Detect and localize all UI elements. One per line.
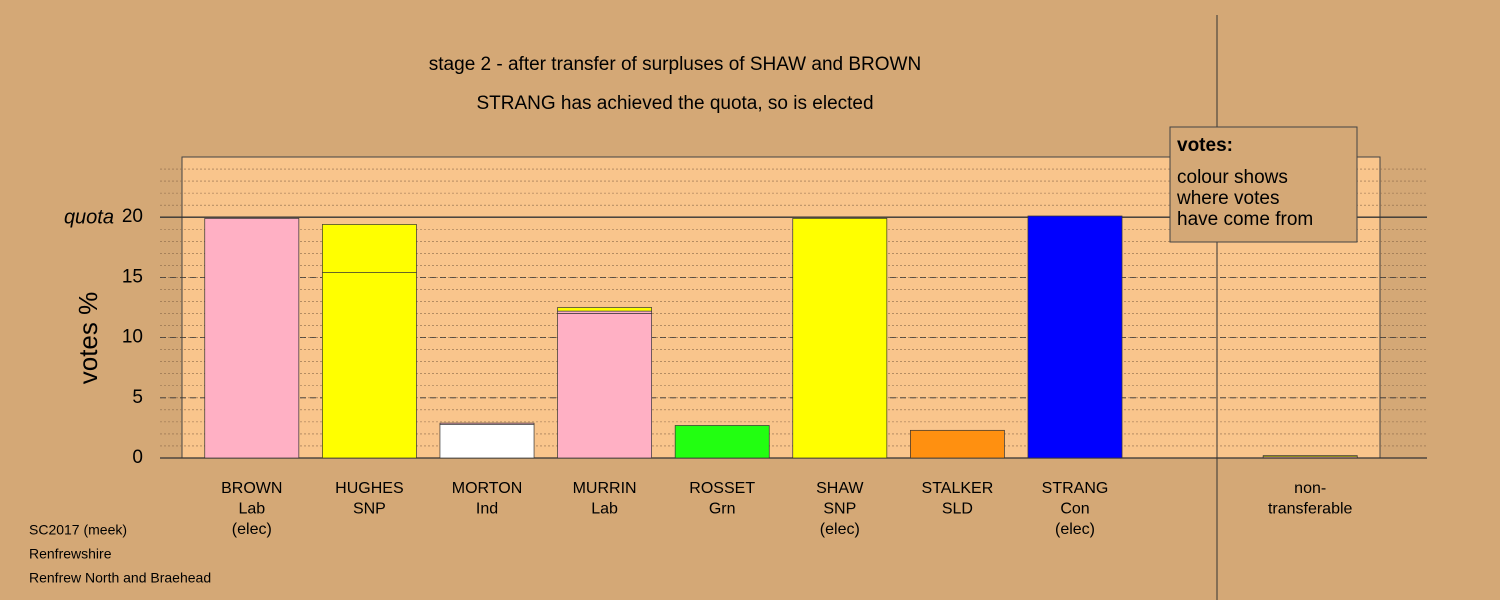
legend-text: colour shows — [1177, 167, 1288, 188]
y-tick-label: 0 — [132, 447, 143, 468]
x-tick-label: BROWN — [221, 480, 282, 497]
y-axis-label: votes % — [73, 292, 103, 385]
x-tick-label: (elec) — [820, 521, 860, 538]
x-tick-label: ROSSET — [689, 480, 755, 497]
x-tick-label: Grn — [709, 501, 736, 518]
bar-segment — [439, 423, 535, 459]
bar-segment — [439, 422, 535, 425]
bar-segment — [674, 425, 770, 459]
x-tick-label: non- — [1294, 480, 1326, 497]
quota-label: quota — [64, 206, 114, 228]
x-tick-label: SLD — [942, 501, 973, 518]
footer: SC2017 (meek) — [29, 522, 127, 538]
legend-text: where votes — [1176, 188, 1279, 209]
y-tick-label: 5 — [132, 387, 143, 408]
bar-segment — [557, 313, 652, 459]
x-tick-label: STRANG — [1042, 480, 1109, 497]
bar-segment — [557, 307, 652, 312]
x-tick-label: MURRIN — [573, 480, 637, 497]
bar-segment — [910, 429, 1005, 459]
x-tick-label: (elec) — [232, 521, 272, 538]
x-tick-label: SHAW — [816, 480, 864, 497]
footer: Renfrew North and Braehead — [29, 570, 211, 586]
bar-segment — [792, 218, 888, 459]
bar-segment — [1262, 455, 1358, 458]
legend-title: votes: — [1177, 135, 1233, 156]
x-tick-label: Ind — [476, 501, 498, 518]
bar-segment — [322, 272, 417, 459]
y-tick-label: 10 — [122, 327, 143, 348]
x-tick-label: Con — [1060, 501, 1089, 518]
bar-segment — [204, 218, 300, 459]
bar-segment — [1027, 215, 1123, 459]
y-tick-label: 20 — [122, 206, 143, 227]
footer: Renfrewshire — [29, 546, 112, 562]
x-tick-label: SNP — [353, 501, 386, 518]
bar-segment — [322, 224, 417, 273]
x-tick-label: MORTON — [452, 480, 523, 497]
x-tick-label: transferable — [1268, 501, 1353, 518]
x-tick-label: (elec) — [1055, 521, 1095, 538]
x-tick-label: STALKER — [922, 480, 994, 497]
x-tick-label: Lab — [238, 501, 265, 518]
x-tick-label: SNP — [823, 501, 856, 518]
bar-segment — [557, 310, 652, 314]
y-tick-label: 15 — [122, 266, 143, 287]
legend-box — [1169, 126, 1358, 243]
x-tick-label: HUGHES — [335, 480, 403, 497]
chart-title: stage 2 - after transfer of surpluses of… — [429, 54, 921, 75]
chart-subtitle: STRANG has achieved the quota, so is ele… — [476, 93, 873, 114]
legend-text: have come from — [1177, 209, 1313, 230]
x-tick-label: Lab — [591, 501, 618, 518]
